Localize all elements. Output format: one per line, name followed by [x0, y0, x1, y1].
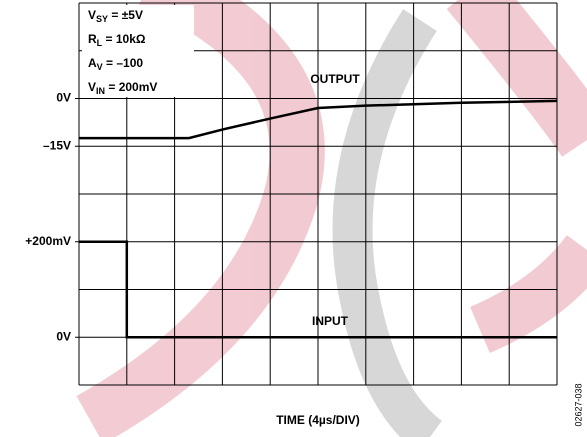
- watermark-arc: [332, 9, 443, 437]
- condition-value: = ±5V: [108, 8, 143, 22]
- y-tick-label: +200mV: [25, 234, 71, 248]
- y-tick-label: –15V: [43, 138, 71, 152]
- trace: [79, 99, 558, 140]
- condition: VSY = ±5V: [88, 8, 143, 24]
- watermark-arc: [76, 0, 325, 437]
- watermark: [76, 0, 587, 437]
- condition-value: = 10kΩ: [102, 32, 146, 46]
- figure-code: 02627-038: [573, 383, 583, 426]
- watermark-arc: [446, 0, 587, 157]
- series-label: OUTPUT: [310, 72, 360, 86]
- condition-symbol: A: [88, 56, 97, 70]
- condition-symbol: R: [88, 32, 97, 46]
- series-label: INPUT: [312, 314, 349, 328]
- condition-value: = –100: [103, 56, 144, 70]
- condition-subscript: SY: [96, 14, 108, 24]
- condition: AV = –100: [88, 56, 143, 72]
- watermark-arc: [469, 234, 587, 353]
- condition-value: = 200mV: [105, 80, 157, 94]
- condition: RL = 10kΩ: [88, 32, 146, 48]
- y-tick-label: 0V: [56, 91, 71, 105]
- x-axis-label: TIME (4µs/DIV): [276, 413, 360, 427]
- condition-symbol: V: [88, 80, 96, 94]
- condition-subscript: IN: [96, 86, 105, 96]
- y-tick-label: 0V: [56, 329, 71, 343]
- condition-subscript: L: [97, 38, 103, 48]
- trace: [79, 240, 557, 339]
- condition-symbol: V: [88, 8, 96, 22]
- conditions-box: [82, 5, 194, 97]
- condition: VIN = 200mV: [88, 80, 157, 96]
- condition-subscript: V: [97, 62, 103, 72]
